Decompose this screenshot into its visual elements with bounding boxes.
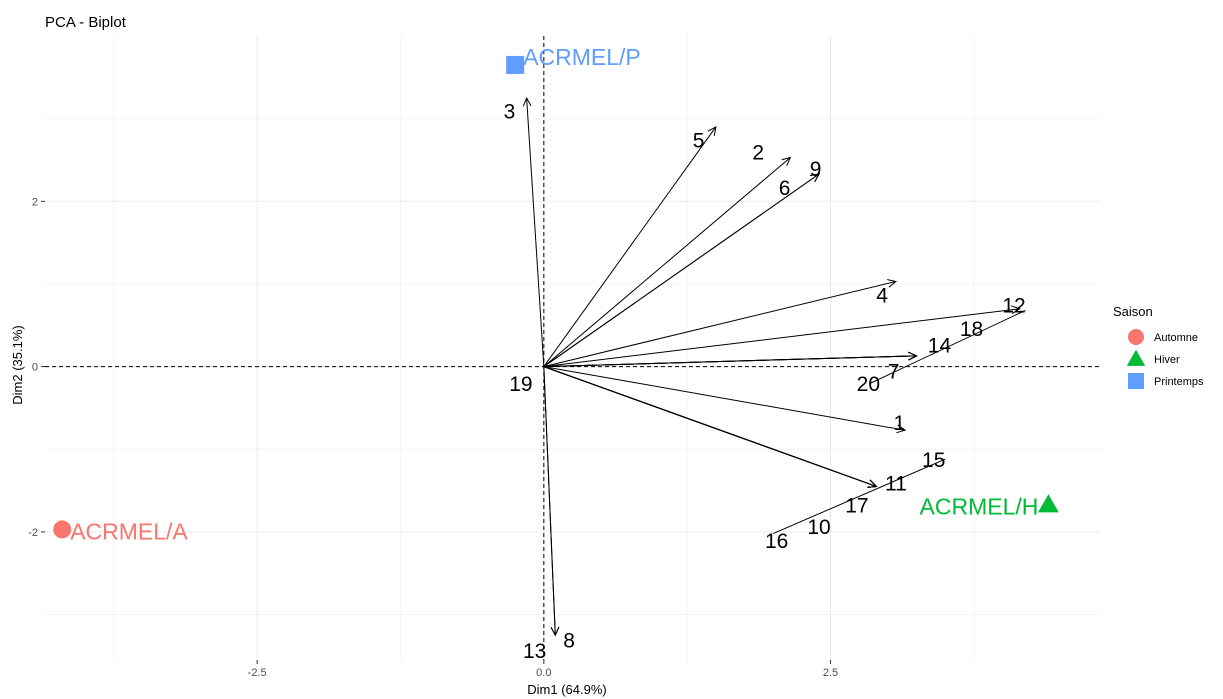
arrow-head-2 xyxy=(781,156,792,166)
individual-label: ACRMEL/H xyxy=(920,494,1039,520)
legend-label: Printemps xyxy=(1154,376,1204,388)
arrow-head-5 xyxy=(707,125,717,136)
y-tick-label: 2 xyxy=(32,196,38,208)
axis-ticks: -2.5 0.0 2.5 -2 0 2 xyxy=(28,196,838,679)
individual-point-square xyxy=(506,55,525,74)
variable-label-17: 17 xyxy=(845,495,868,518)
x-tick-label: 0.0 xyxy=(536,667,551,679)
variable-label-3: 3 xyxy=(504,100,516,123)
y-tick-label: -2 xyxy=(28,527,38,539)
variable-arrow-12 xyxy=(543,308,1020,368)
variable-label-6: 6 xyxy=(779,177,791,200)
variable-arrow-13 xyxy=(543,366,556,636)
variable-label-20: 20 xyxy=(857,373,880,396)
arrow-head-1 xyxy=(896,424,907,434)
variable-arrow-extension xyxy=(772,458,946,535)
variable-label-9: 9 xyxy=(810,158,822,181)
arrow-head-20 xyxy=(908,351,918,361)
variable-arrow-17 xyxy=(543,366,877,487)
arrow-head-9 xyxy=(810,173,820,183)
legend-label: Automne xyxy=(1154,332,1198,344)
legend-key-triangle xyxy=(1126,349,1146,366)
chart-title: PCA - Biplot xyxy=(45,14,127,31)
reference-lines xyxy=(45,36,1100,660)
variable-label-19: 19 xyxy=(509,373,532,396)
x-axis-title: Dim1 (64.9%) xyxy=(527,682,606,697)
arrow-head-13 xyxy=(550,626,560,637)
individuals: ACRMEL/A ACRMEL/H ACRMEL/P xyxy=(53,44,1059,544)
arrow-head-4 xyxy=(886,279,897,288)
legend-title: Saison xyxy=(1113,304,1153,319)
arrow-head-3 xyxy=(522,96,532,107)
variable-label-1: 1 xyxy=(893,412,905,435)
variable-label-10: 10 xyxy=(807,516,830,539)
arrow-head-12 xyxy=(1011,305,1021,315)
variable-arrow-4 xyxy=(543,280,896,368)
individual-point-triangle xyxy=(1038,494,1059,513)
variable-arrows xyxy=(522,96,1026,637)
variable-label-8: 8 xyxy=(563,629,575,652)
variable-label-4: 4 xyxy=(876,285,888,308)
legend-key-circle xyxy=(1128,329,1144,345)
variable-label-5: 5 xyxy=(693,129,705,152)
arrow-head-17 xyxy=(867,479,878,488)
individual-label: ACRMEL/P xyxy=(523,44,641,70)
variable-arrow-5 xyxy=(543,126,717,367)
variable-arrow-3 xyxy=(526,97,545,367)
variable-arrow-2 xyxy=(543,157,791,367)
variable-label-13: 13 xyxy=(523,640,546,663)
variable-arrow-1 xyxy=(543,366,906,431)
y-axis-title: Dim2 (35.1%) xyxy=(10,325,25,404)
variable-label-12: 12 xyxy=(1002,295,1025,318)
variable-label-2: 2 xyxy=(752,142,764,165)
individual-point-circle xyxy=(53,520,72,539)
legend: Saison Automne Hiver Printemps xyxy=(1113,304,1204,389)
variable-label-11: 11 xyxy=(885,472,907,495)
x-tick-label: -2.5 xyxy=(248,667,267,679)
variable-label-15: 15 xyxy=(922,449,945,472)
legend-key-square xyxy=(1128,373,1144,389)
variable-label-7: 7 xyxy=(888,361,900,384)
variable-label-16: 16 xyxy=(765,530,788,553)
variable-arrow-20 xyxy=(543,355,917,368)
variable-label-14: 14 xyxy=(928,334,952,357)
variable-label-18: 18 xyxy=(960,318,983,341)
x-tick-label: 2.5 xyxy=(823,667,838,679)
variable-arrow-9 xyxy=(543,173,820,368)
variable-arrow-extension xyxy=(870,309,1026,384)
y-tick-label: 0 xyxy=(32,362,38,374)
individual-label: ACRMEL/A xyxy=(70,518,188,544)
legend-label: Hiver xyxy=(1154,354,1180,366)
